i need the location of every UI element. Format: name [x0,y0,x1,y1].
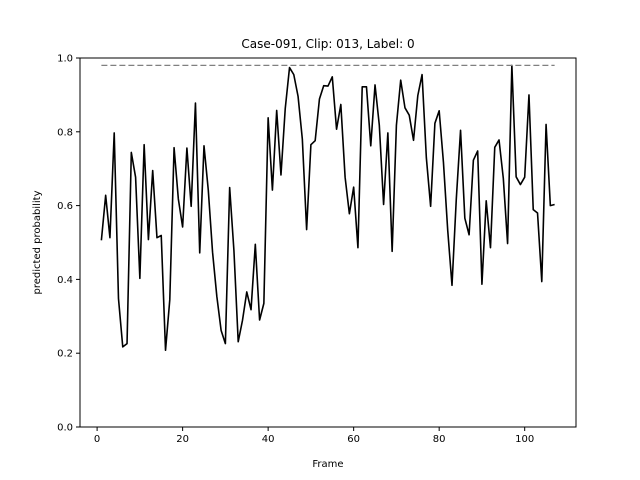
x-tick-label: 80 [433,434,446,445]
x-tick-label: 60 [347,434,360,445]
x-axis-ticks: 0 20 40 60 80 100 [94,427,534,445]
x-tick-label: 20 [176,434,189,445]
y-tick-label: 1.0 [57,54,73,65]
y-tick-label: 0.8 [57,127,73,138]
x-tick-label: 100 [515,434,534,445]
y-tick-label: 0.4 [57,275,73,286]
plot-area [100,64,555,352]
plot-frame [79,57,577,428]
y-axis-ticks: 0.0 0.2 0.4 0.6 0.8 1.0 [57,54,80,434]
x-tick-label: 0 [94,434,100,445]
chart-title: Case-091, Clip: 013, Label: 0 [241,37,414,51]
x-tick-label: 40 [262,434,275,445]
probability-line [100,64,555,352]
y-tick-label: 0.6 [57,201,73,212]
y-axis-label: predicted probability [32,190,43,294]
y-tick-label: 0.0 [57,423,73,434]
x-axis-label: Frame [312,459,343,470]
y-tick-label: 0.2 [57,349,73,360]
